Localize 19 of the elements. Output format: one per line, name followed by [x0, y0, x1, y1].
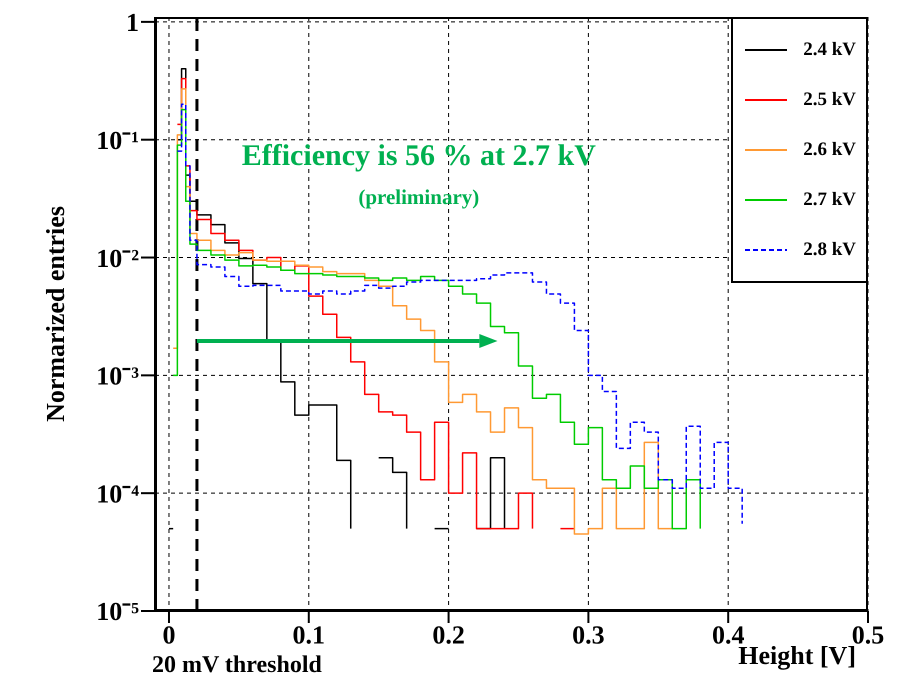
y-tick-label: 10⁻⁴	[96, 479, 140, 508]
x-tick-label: 0.2	[432, 620, 465, 650]
y-tick-label: 10⁻²	[96, 244, 140, 273]
x-tick-label: 0	[162, 620, 176, 650]
ref-line-label: 20 mV threshold	[152, 652, 322, 678]
legend-label: 2.8 kV	[803, 239, 856, 261]
y-tick-label: 1	[126, 8, 139, 38]
annotation: (preliminary)	[357, 185, 480, 210]
legend-label: 2.7 kV	[803, 189, 856, 211]
legend-label: 2.4 kV	[803, 39, 856, 61]
annotation: Efficiency is 56 % at 2.7 kV	[240, 139, 597, 173]
y-tick-label: 10⁻³	[96, 362, 140, 391]
y-axis-title: Normarized entries	[41, 206, 70, 422]
y-tick-label: 10⁻⁵	[96, 597, 140, 626]
y-tick-label: 10⁻¹	[96, 126, 139, 155]
x-tick-label: 0.1	[292, 620, 326, 650]
x-tick-label: 0.3	[572, 620, 605, 650]
legend-label: 2.6 kV	[803, 139, 856, 161]
legend-label: 2.5 kV	[803, 89, 856, 111]
